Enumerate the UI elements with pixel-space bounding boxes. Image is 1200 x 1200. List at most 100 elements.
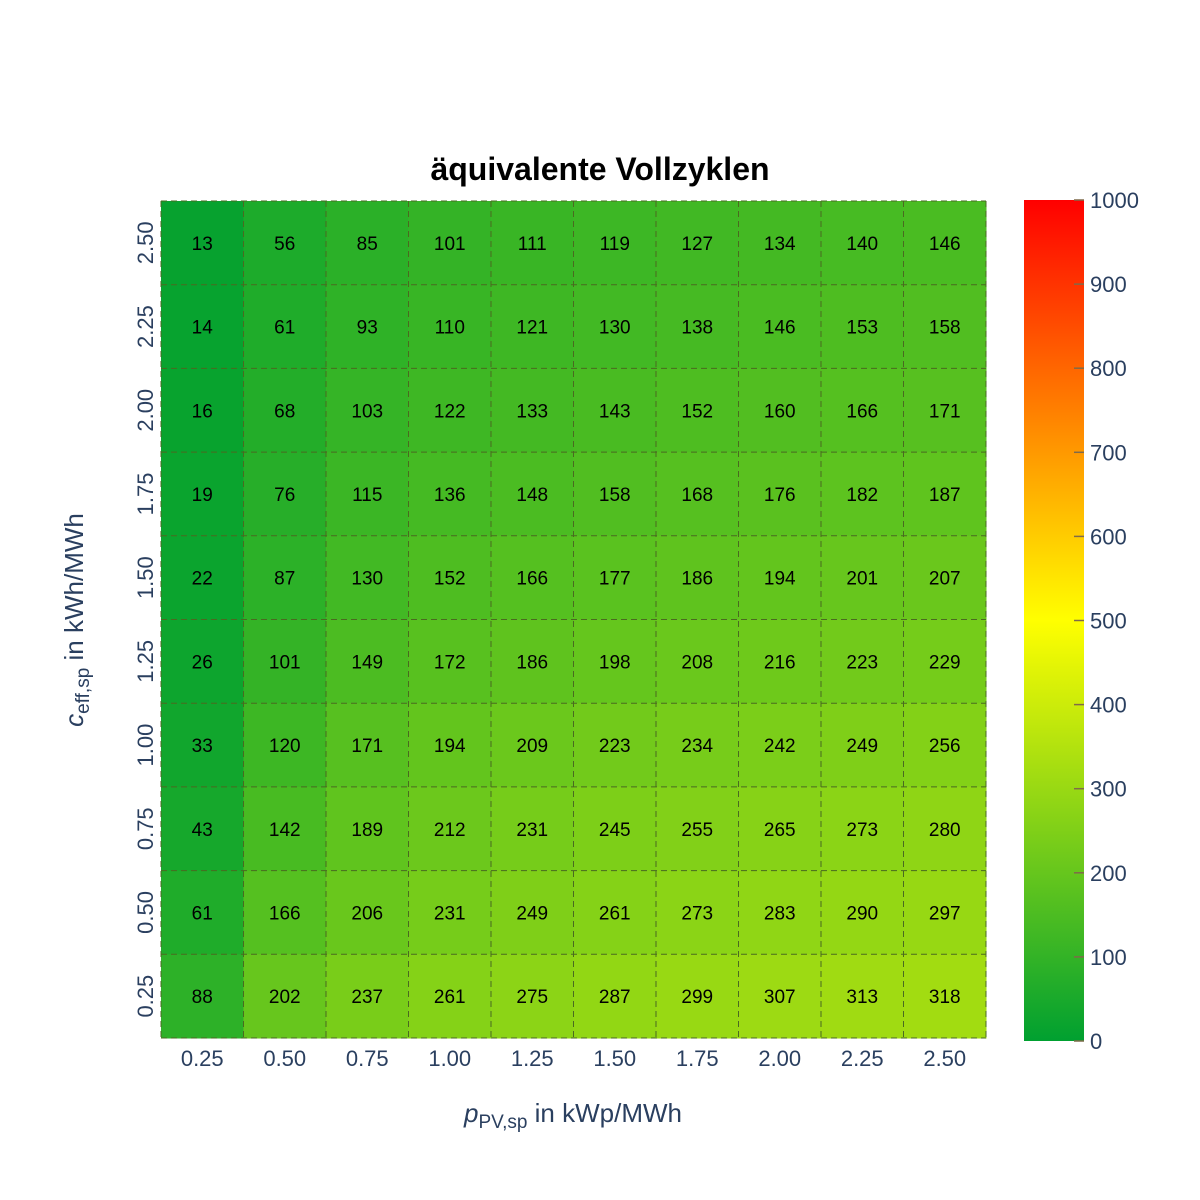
heatmap-cell <box>573 703 657 788</box>
y-tick-label: 0.25 <box>133 975 158 1018</box>
heatmap-cell <box>573 786 657 872</box>
cell-value-label: 127 <box>681 234 713 255</box>
heatmap-cell <box>491 786 574 872</box>
heatmap-cell <box>161 452 244 537</box>
heatmap-cell <box>408 954 492 1039</box>
x-tick-label: 1.75 <box>676 1046 719 1071</box>
cell-value-label: 26 <box>192 652 213 673</box>
heatmap-cell <box>243 284 327 369</box>
y-tick-label: 2.50 <box>133 221 158 264</box>
cell-value-label: 166 <box>269 903 301 924</box>
heatmap-cell <box>903 870 987 955</box>
heatmap-cell <box>903 201 987 286</box>
heatmap-cell <box>573 284 657 369</box>
heatmap-cell <box>656 786 739 872</box>
cell-value-label: 283 <box>764 903 796 924</box>
cell-value-label: 249 <box>846 736 878 757</box>
cell-value-label: 171 <box>929 401 961 422</box>
heatmap-cell <box>573 954 657 1039</box>
cell-value-label: 148 <box>516 485 548 506</box>
cell-value-label: 101 <box>434 234 466 255</box>
heatmap-cell <box>161 870 244 955</box>
cell-value-label: 171 <box>351 736 383 757</box>
heatmap-cell <box>903 786 987 872</box>
heatmap-cell <box>573 870 657 955</box>
cell-value-label: 14 <box>192 318 214 339</box>
heatmap-cell <box>738 368 822 453</box>
cell-value-label: 152 <box>434 569 466 590</box>
cell-value-label: 115 <box>352 485 382 506</box>
cell-value-label: 158 <box>929 318 961 339</box>
heatmap-cell <box>408 368 492 453</box>
cell-value-label: 166 <box>516 569 548 590</box>
cell-value-label: 209 <box>516 736 548 757</box>
cell-value-label: 256 <box>929 736 961 757</box>
cell-value-label: 242 <box>764 736 796 757</box>
heatmap-cell <box>903 703 987 788</box>
cell-value-label: 33 <box>192 736 213 757</box>
heatmap-cell <box>656 452 739 537</box>
cell-value-label: 160 <box>764 401 796 422</box>
heatmap-cell <box>738 452 822 537</box>
heatmap-grid <box>160 200 987 1039</box>
cell-value-label: 255 <box>681 820 713 841</box>
x-axis-ticks: 0.25 0.50 0.75 1.00 1.25 1.50 1.75 2.00 2.25 2.50 <box>181 1046 966 1071</box>
cell-value-label: 273 <box>846 820 878 841</box>
heatmap-cell <box>491 284 574 369</box>
heatmap-cell <box>326 703 409 788</box>
heatmap-cell <box>491 201 574 286</box>
cell-value-label: 287 <box>599 987 631 1008</box>
x-tick-label: 0.75 <box>346 1046 389 1071</box>
y-axis-ticks: 2.50 2.25 2.00 1.75 1.50 1.25 1.00 0.75 0.50 0.25 <box>133 221 158 1017</box>
cell-value-label: 111 <box>518 234 547 255</box>
cell-value-label: 146 <box>764 318 796 339</box>
colorbar-tick-label: 300 <box>1090 777 1127 802</box>
cell-value-label: 249 <box>516 903 548 924</box>
heatmap-cell <box>903 452 987 537</box>
heatmap-cell <box>573 201 657 286</box>
cell-value-label: 85 <box>357 234 378 255</box>
heatmap-cell <box>161 786 244 872</box>
cell-value-label: 149 <box>351 652 383 673</box>
cell-value-label: 234 <box>681 736 713 757</box>
cell-value-label: 76 <box>274 485 295 506</box>
cell-value-label: 231 <box>434 903 466 924</box>
heatmap-cell <box>573 619 657 704</box>
cell-value-label: 158 <box>599 485 631 506</box>
heatmap-cell <box>326 535 409 620</box>
cell-value-label: 87 <box>274 569 295 590</box>
x-tick-label: 0.50 <box>263 1046 306 1071</box>
y-tick-label: 1.50 <box>133 556 158 599</box>
colorbar-tick-label: 100 <box>1090 945 1127 970</box>
heatmap-cell <box>161 619 244 704</box>
x-axis-label: pPV,sp in kWp/MWh <box>463 1098 682 1133</box>
colorbar-tick-label: 400 <box>1090 693 1127 718</box>
heatmap-cell <box>656 201 739 286</box>
y-tick-label: 1.75 <box>133 473 158 516</box>
cell-value-label: 88 <box>192 987 213 1008</box>
y-tick-label: 1.25 <box>133 640 158 683</box>
heatmap-cell <box>408 201 492 286</box>
heatmap-cell <box>738 201 822 286</box>
cell-value-label: 186 <box>681 569 713 590</box>
heatmap-cell <box>326 368 409 453</box>
cell-value-label: 119 <box>600 234 630 255</box>
x-tick-label: 2.25 <box>841 1046 884 1071</box>
cell-value-label: 176 <box>764 485 796 506</box>
heatmap-cell <box>821 535 904 620</box>
cell-value-label: 61 <box>192 903 213 924</box>
heatmap-cell <box>573 368 657 453</box>
heatmap-cell <box>821 870 904 955</box>
heatmap-cell <box>821 368 904 453</box>
heatmap-cell <box>738 870 822 955</box>
heatmap-cell <box>326 786 409 872</box>
cell-value-label: 223 <box>599 736 631 757</box>
cell-value-label: 56 <box>274 234 295 255</box>
y-tick-label: 2.00 <box>133 389 158 432</box>
heatmap-cell <box>821 954 904 1039</box>
cell-value-label: 223 <box>846 652 878 673</box>
cell-value-label: 130 <box>351 569 383 590</box>
cell-value-label: 142 <box>269 820 301 841</box>
heatmap-cell <box>738 284 822 369</box>
